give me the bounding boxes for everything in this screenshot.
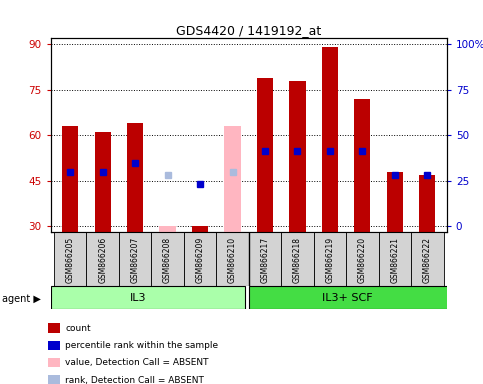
Text: GSM866222: GSM866222 <box>423 237 432 283</box>
Bar <box>249 286 450 309</box>
Bar <box>379 232 411 286</box>
Text: GSM866205: GSM866205 <box>66 237 75 283</box>
Text: count: count <box>65 324 91 333</box>
Text: GSM866210: GSM866210 <box>228 237 237 283</box>
Text: GSM866220: GSM866220 <box>358 237 367 283</box>
Bar <box>249 232 281 286</box>
Bar <box>54 232 86 286</box>
Text: GSM866221: GSM866221 <box>390 237 399 283</box>
Bar <box>127 123 143 232</box>
Bar <box>51 286 245 309</box>
Text: GSM866217: GSM866217 <box>260 237 270 283</box>
Bar <box>419 175 435 232</box>
Text: value, Detection Call = ABSENT: value, Detection Call = ABSENT <box>65 358 209 367</box>
Bar <box>387 172 403 232</box>
Bar <box>86 232 119 286</box>
Bar <box>346 232 379 286</box>
Text: agent ▶: agent ▶ <box>2 294 41 304</box>
Bar <box>159 226 176 232</box>
Bar <box>322 48 338 232</box>
Bar <box>216 232 249 286</box>
Bar <box>95 132 111 232</box>
Bar <box>119 232 151 286</box>
Text: IL3: IL3 <box>130 293 147 303</box>
Bar <box>289 81 306 232</box>
Bar <box>62 126 78 232</box>
Text: percentile rank within the sample: percentile rank within the sample <box>65 341 218 350</box>
Text: GSM866208: GSM866208 <box>163 237 172 283</box>
Text: GSM866206: GSM866206 <box>98 237 107 283</box>
Text: IL3+ SCF: IL3+ SCF <box>323 293 373 303</box>
Text: rank, Detection Call = ABSENT: rank, Detection Call = ABSENT <box>65 376 204 384</box>
Bar <box>184 232 216 286</box>
Bar <box>354 99 370 232</box>
Bar <box>313 232 346 286</box>
Bar <box>257 78 273 232</box>
Bar <box>225 126 241 232</box>
Text: GSM866219: GSM866219 <box>326 237 334 283</box>
Bar <box>281 232 313 286</box>
Title: GDS4420 / 1419192_at: GDS4420 / 1419192_at <box>176 24 321 37</box>
Bar <box>411 232 443 286</box>
Text: GSM866209: GSM866209 <box>196 237 204 283</box>
Text: GSM866207: GSM866207 <box>130 237 140 283</box>
Text: GSM866218: GSM866218 <box>293 237 302 283</box>
Bar <box>151 232 184 286</box>
Bar <box>192 226 208 232</box>
